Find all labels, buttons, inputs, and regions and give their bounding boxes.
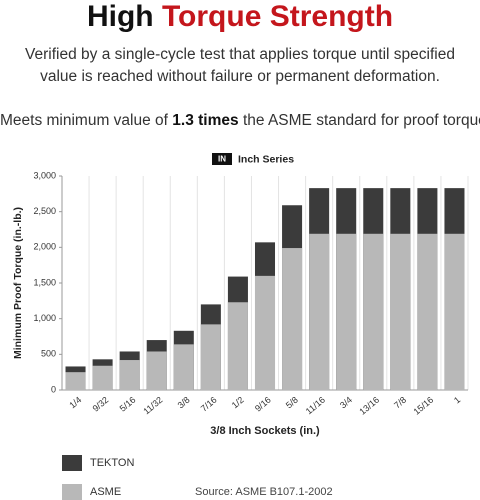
x-tick-label: 9/32 <box>91 395 111 414</box>
legend-label: ASME <box>90 486 121 498</box>
bar <box>417 233 438 390</box>
bar <box>227 302 248 390</box>
x-axis-label: 3/8 Inch Sockets (in.) <box>210 425 320 437</box>
legend-label: TEKTON <box>90 457 134 469</box>
x-tick-label: 1/4 <box>67 395 83 411</box>
x-tick-label: 5/16 <box>118 395 138 414</box>
claim: Meets minimum value of 1.3 times the ASM… <box>0 112 480 130</box>
description: Verified by a single-cycle test that app… <box>25 46 455 85</box>
bar <box>254 275 276 390</box>
x-tick-label: 1/2 <box>230 395 246 411</box>
bar <box>390 233 411 390</box>
legend-swatch <box>62 484 82 500</box>
source: Source: ASME B107.1-2002 <box>195 486 333 498</box>
x-tick-label: 13/16 <box>357 395 381 417</box>
claim-pre: Meets minimum value of <box>0 112 168 129</box>
x-tick-label: 5/8 <box>284 395 300 411</box>
bar <box>282 248 303 390</box>
y-tick-label: 3,000 <box>33 170 56 180</box>
claim-post: the ASME standard for proof torque. <box>242 112 480 129</box>
bar <box>173 344 194 390</box>
x-tick-label: 11/32 <box>141 395 164 417</box>
x-tick-label: 3/4 <box>338 395 354 411</box>
title-lead: High <box>86 0 154 33</box>
y-tick-label: 500 <box>41 349 56 359</box>
bar <box>336 233 357 390</box>
y-tick-label: 0 <box>51 384 56 394</box>
badge-box <box>212 153 232 165</box>
y-tick-label: 2,000 <box>33 242 56 252</box>
bar <box>200 324 221 390</box>
claim-emphasis: 1.3 times <box>172 112 239 129</box>
bar <box>363 233 384 390</box>
badge: IN <box>218 155 226 164</box>
bar <box>444 233 465 390</box>
x-tick-label: 15/16 <box>412 395 436 417</box>
y-tick-label: 1,000 <box>33 313 56 323</box>
bar <box>119 360 140 390</box>
bar <box>309 233 330 390</box>
x-tick-label: 3/8 <box>176 395 192 411</box>
x-tick-label: 1 <box>452 395 462 406</box>
x-tick-label: 7/8 <box>392 395 408 411</box>
bar <box>92 365 113 390</box>
x-tick-label: 11/16 <box>304 395 327 417</box>
bar <box>65 372 86 390</box>
title: High Torque Strength <box>0 0 480 34</box>
chart-subtitle: Inch Series <box>238 153 294 165</box>
x-tick-label: 7/16 <box>199 395 219 414</box>
x-tick-label: 9/16 <box>253 395 273 414</box>
y-axis-label: Minimum Proof Torque (in.-lb.) <box>12 207 24 359</box>
legend-swatch <box>62 455 82 471</box>
y-tick-label: 2,500 <box>33 206 56 216</box>
title-accent: Torque Strength <box>161 0 394 33</box>
bar <box>146 351 167 390</box>
y-tick-label: 1,500 <box>33 277 56 287</box>
